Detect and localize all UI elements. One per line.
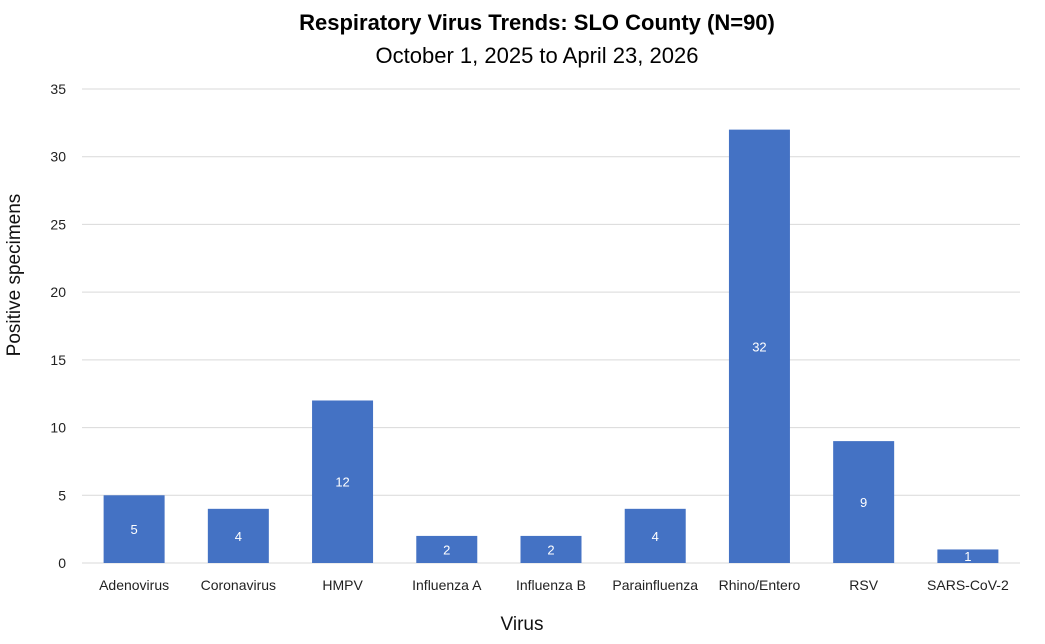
- bar-data-label: 4: [652, 529, 659, 544]
- y-tick-label: 0: [58, 555, 66, 571]
- y-tick-label: 25: [50, 216, 66, 232]
- bar-data-label: 4: [235, 529, 242, 544]
- bar: [207, 508, 269, 563]
- bars: [103, 129, 999, 563]
- chart-subtitle: October 1, 2025 to April 23, 2026: [376, 43, 699, 68]
- bar-data-label: 1: [964, 549, 971, 564]
- x-axis-label: Virus: [501, 614, 544, 635]
- y-tick-label: 10: [50, 420, 66, 436]
- y-tick-label: 20: [50, 284, 66, 300]
- y-axis-ticks: 0 5 10 15 20 25 30 35: [50, 81, 66, 571]
- data-labels: 5 4 12 2 2 4 32 9 1: [130, 339, 971, 564]
- gridlines: [82, 88, 1020, 564]
- bar: [416, 535, 478, 563]
- bar-data-label: 32: [752, 339, 766, 354]
- x-axis-ticks: Adenovirus Coronavirus HMPV Influenza A Infl…: [99, 577, 1009, 593]
- x-tick-label: Influenza B: [516, 577, 586, 593]
- chart-title: Respiratory Virus Trends: SLO County (N=…: [299, 10, 775, 35]
- y-axis-label: Positive specimens: [4, 194, 25, 357]
- bar: [833, 441, 895, 563]
- bar: [624, 508, 686, 563]
- bar: [728, 129, 790, 563]
- bar-data-label: 2: [547, 542, 554, 557]
- x-tick-label: Adenovirus: [99, 577, 169, 593]
- bar: [937, 549, 999, 563]
- x-tick-label: SARS-CoV-2: [927, 577, 1009, 593]
- bar: [520, 535, 582, 563]
- x-tick-label: HMPV: [322, 577, 363, 593]
- bar: [312, 400, 374, 563]
- y-tick-label: 30: [50, 149, 66, 165]
- bar: [103, 495, 165, 563]
- x-tick-label: Rhino/Entero: [719, 577, 801, 593]
- y-tick-label: 15: [50, 352, 66, 368]
- bar-data-label: 2: [443, 542, 450, 557]
- bar-data-label: 5: [130, 522, 137, 537]
- x-tick-label: Coronavirus: [201, 577, 276, 593]
- y-tick-label: 35: [50, 81, 66, 97]
- bar-data-label: 9: [860, 495, 867, 510]
- y-tick-label: 5: [58, 487, 66, 503]
- x-tick-label: RSV: [849, 577, 878, 593]
- x-tick-label: Influenza A: [412, 577, 482, 593]
- bar-data-label: 12: [335, 475, 349, 490]
- x-tick-label: Parainfluenza: [612, 577, 698, 593]
